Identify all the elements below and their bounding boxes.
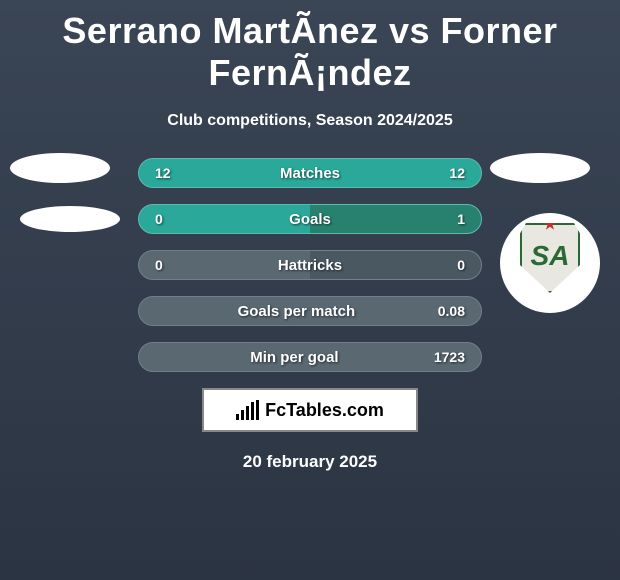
- stat-label: Goals per match: [238, 303, 356, 320]
- page-title: Serrano MartÃ­nez vs Forner FernÃ¡ndez: [0, 10, 620, 94]
- stat-label: Goals: [289, 211, 331, 228]
- stat-label: Matches: [280, 165, 340, 182]
- shield-icon: SA: [520, 223, 580, 293]
- stat-right-value: 1: [457, 211, 465, 227]
- stat-right-value: 0: [457, 257, 465, 273]
- brand-text: FcTables.com: [265, 400, 384, 421]
- stat-row-hattricks: 0 Hattricks 0: [138, 250, 482, 280]
- brand-box: FcTables.com: [202, 388, 418, 432]
- stat-label: Min per goal: [250, 349, 338, 366]
- bar-chart-icon: [236, 400, 259, 420]
- player-left-icon-1: [10, 153, 110, 183]
- club-logo: SA: [500, 213, 600, 313]
- stat-left-value: 0: [155, 211, 163, 227]
- player-right-icon-1: [490, 153, 590, 183]
- stat-row-goals-per-match: Goals per match 0.08: [138, 296, 482, 326]
- stat-row-min-per-goal: Min per goal 1723: [138, 342, 482, 372]
- stat-right-value: 1723: [434, 349, 465, 365]
- comparison-area: SA 12 Matches 12 0 Goals 1: [0, 158, 620, 472]
- stat-left-value: 0: [155, 257, 163, 273]
- stat-row-matches: 12 Matches 12: [138, 158, 482, 188]
- stat-row-goals: 0 Goals 1: [138, 204, 482, 234]
- stat-left-value: 12: [155, 165, 171, 181]
- stat-right-value: 0.08: [438, 303, 465, 319]
- stat-label: Hattricks: [278, 257, 342, 274]
- date-text: 20 february 2025: [20, 452, 600, 472]
- subtitle: Club competitions, Season 2024/2025: [0, 112, 620, 130]
- stats-rows: 12 Matches 12 0 Goals 1 0 Hattricks 0: [138, 158, 482, 372]
- shield-text: SA: [531, 240, 570, 272]
- player-left-icon-2: [20, 206, 120, 232]
- stat-right-value: 12: [449, 165, 465, 181]
